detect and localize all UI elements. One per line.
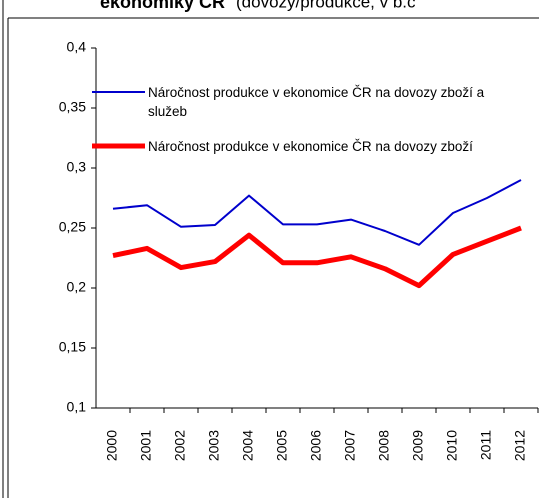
chart-title: ekonomiky ČR bbox=[100, 0, 225, 12]
chart-subtitle: (dovozy/produkce, v b.c bbox=[236, 0, 416, 11]
line-series bbox=[112, 225, 522, 289]
x-tick-label: 2002 bbox=[172, 430, 188, 461]
y-tick-label: 0,3 bbox=[67, 159, 87, 175]
y-tick-label: 0,35 bbox=[59, 99, 86, 115]
x-tick-label: 2004 bbox=[240, 430, 256, 461]
x-tick-label: 2010 bbox=[444, 430, 460, 461]
x-tick-label: 2009 bbox=[410, 430, 426, 461]
y-tick-label: 0,25 bbox=[59, 219, 86, 235]
x-tick-label: 2001 bbox=[138, 430, 154, 461]
line-series bbox=[112, 179, 522, 246]
x-tick-label: 2012 bbox=[512, 430, 528, 461]
y-tick-label: 0,15 bbox=[59, 339, 86, 355]
y-tick-label: 0,2 bbox=[67, 279, 87, 295]
x-tick-label: 2007 bbox=[342, 430, 358, 461]
x-tick-label: 2011 bbox=[478, 430, 494, 460]
x-tick-label: 2003 bbox=[206, 430, 222, 461]
legend-label: Náročnost produkce v ekonomice ČR na dov… bbox=[148, 139, 473, 154]
x-tick-label: 2006 bbox=[308, 430, 324, 461]
y-tick-label: 0,1 bbox=[67, 399, 87, 415]
x-tick-label: 2000 bbox=[104, 430, 120, 461]
legend-label: Náročnost produkce v ekonomice ČR na dov… bbox=[148, 85, 485, 119]
x-tick-label: 2008 bbox=[376, 430, 392, 461]
x-tick-label: 2005 bbox=[274, 430, 290, 461]
y-tick-label: 0,4 bbox=[67, 39, 87, 55]
